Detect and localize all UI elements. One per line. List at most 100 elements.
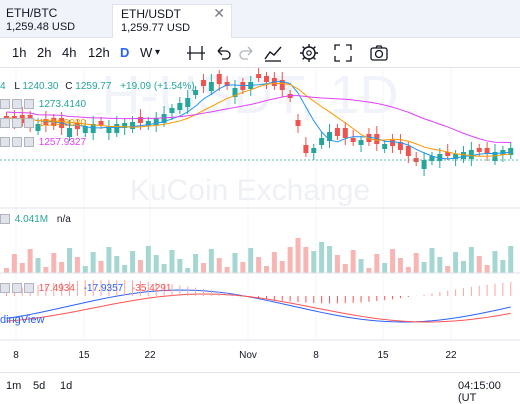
volume-bar — [208, 249, 214, 273]
interval-w[interactable]: W — [140, 45, 153, 60]
candle — [169, 108, 175, 113]
volume-bar — [492, 251, 498, 273]
candle — [319, 138, 325, 145]
signal-line — [6, 293, 511, 323]
volume-bar — [271, 252, 277, 273]
ma3-value: 1257.9327 — [38, 137, 87, 148]
candle — [74, 123, 80, 129]
ma1-value: 1273.4140 — [38, 99, 87, 110]
candle — [445, 152, 451, 156]
close-label: C — [65, 81, 73, 92]
volume-bar — [106, 247, 112, 273]
tab-eth-usdt[interactable]: ETH/USDT 1,259.77 USD ✕ — [112, 4, 232, 38]
volume-bar — [82, 266, 88, 273]
close-icon[interactable] — [24, 283, 34, 294]
volume-bar — [98, 261, 104, 273]
candle — [153, 118, 159, 125]
settings-icon[interactable] — [12, 283, 22, 294]
xaxis-tick-label: 8 — [13, 350, 19, 361]
candle — [114, 124, 120, 133]
settings-icon[interactable] — [12, 118, 22, 129]
volume-bar — [114, 256, 120, 273]
close-icon[interactable] — [24, 99, 34, 110]
candle — [397, 142, 403, 150]
settings-icon[interactable] — [0, 214, 10, 225]
indicators-icon[interactable] — [262, 42, 284, 64]
volume-bar — [295, 238, 301, 273]
interval-d[interactable]: D — [120, 45, 130, 60]
candle — [161, 114, 167, 123]
volume-bar — [421, 262, 427, 273]
range-5d[interactable]: 5d — [33, 380, 46, 392]
interval-1h[interactable]: 1h — [12, 45, 27, 60]
bottom-bar: 1m 5d 1d 04:15:00 (UT — [0, 372, 520, 404]
volume-bar — [67, 248, 73, 273]
candle — [390, 140, 396, 146]
volume-bar — [366, 268, 372, 273]
close-icon[interactable] — [24, 137, 34, 148]
low-value: 1240.30 — [22, 81, 59, 92]
visibility-icon[interactable] — [0, 118, 10, 129]
tab-price: 1,259.77 USD — [121, 22, 191, 34]
candle — [453, 154, 459, 159]
close-icon[interactable] — [24, 118, 34, 129]
visibility-icon[interactable] — [0, 283, 10, 294]
compare-icon[interactable] — [185, 42, 207, 64]
candle — [350, 138, 356, 142]
visibility-icon[interactable] — [0, 99, 10, 110]
candle — [279, 80, 285, 90]
candle — [366, 134, 372, 142]
volume-bar — [35, 258, 41, 273]
volume-bar — [43, 267, 49, 273]
xaxis-tick-label: 15 — [377, 350, 389, 361]
volume-bar — [413, 253, 419, 273]
fullscreen-icon[interactable] — [332, 42, 354, 64]
interval-12h[interactable]: 12h — [88, 45, 110, 60]
range-1d[interactable]: 1d — [60, 380, 73, 392]
volume-bar — [484, 265, 490, 273]
chart-area[interactable]: H-USDT, 1D KuCoin Exchange 8 15 22 Nov 8 15 22… — [0, 68, 520, 378]
volume-bar — [437, 257, 443, 273]
close-icon[interactable]: ✕ — [213, 5, 225, 21]
visibility-icon[interactable] — [0, 137, 10, 148]
tab-pair: ETH/BTC — [6, 6, 58, 20]
redo-icon[interactable] — [236, 42, 258, 64]
candle — [122, 123, 128, 128]
undo-icon[interactable] — [212, 42, 234, 64]
volume-bar — [342, 264, 348, 273]
volume-bar — [468, 247, 474, 273]
candle — [232, 88, 238, 97]
candle — [358, 140, 364, 145]
ma-line-fast — [6, 80, 511, 160]
candle — [342, 128, 348, 138]
volume-bar — [90, 252, 96, 273]
price-chart[interactable]: H-USDT, 1D KuCoin Exchange 8 15 22 Nov 8 15 22 — [0, 68, 520, 378]
volume-legend: 4.041M n/a — [0, 214, 71, 225]
candle — [177, 103, 183, 110]
ma-line-mid — [6, 82, 511, 157]
watermark-exchange: KuCoin Exchange — [130, 174, 370, 207]
volume-value: 4.041M — [14, 214, 49, 225]
macd-line — [6, 289, 511, 323]
tab-eth-btc[interactable]: ETH/BTC 1,259.48 USD — [0, 4, 118, 38]
volume-bar — [500, 260, 506, 273]
settings-icon[interactable] — [12, 137, 22, 148]
volume-bar — [279, 261, 285, 273]
volume-bar — [303, 247, 309, 273]
gear-icon[interactable] — [298, 42, 320, 64]
candle — [200, 80, 206, 86]
volume-bar — [445, 266, 451, 273]
settings-icon[interactable] — [12, 99, 22, 110]
chevron-down-icon[interactable]: ▾ — [155, 47, 161, 58]
interval-4h[interactable]: 4h — [62, 45, 77, 60]
tab-price: 1,259.48 USD — [6, 21, 76, 33]
volume-bar — [224, 267, 230, 273]
camera-icon[interactable] — [368, 42, 390, 64]
candle — [90, 124, 96, 133]
candle — [193, 90, 199, 95]
volume-bar — [193, 254, 199, 273]
interval-2h[interactable]: 2h — [37, 45, 52, 60]
clock-readout[interactable]: 04:15:00 (UT — [458, 380, 501, 404]
candle — [264, 76, 269, 82]
range-1m[interactable]: 1m — [6, 380, 22, 392]
